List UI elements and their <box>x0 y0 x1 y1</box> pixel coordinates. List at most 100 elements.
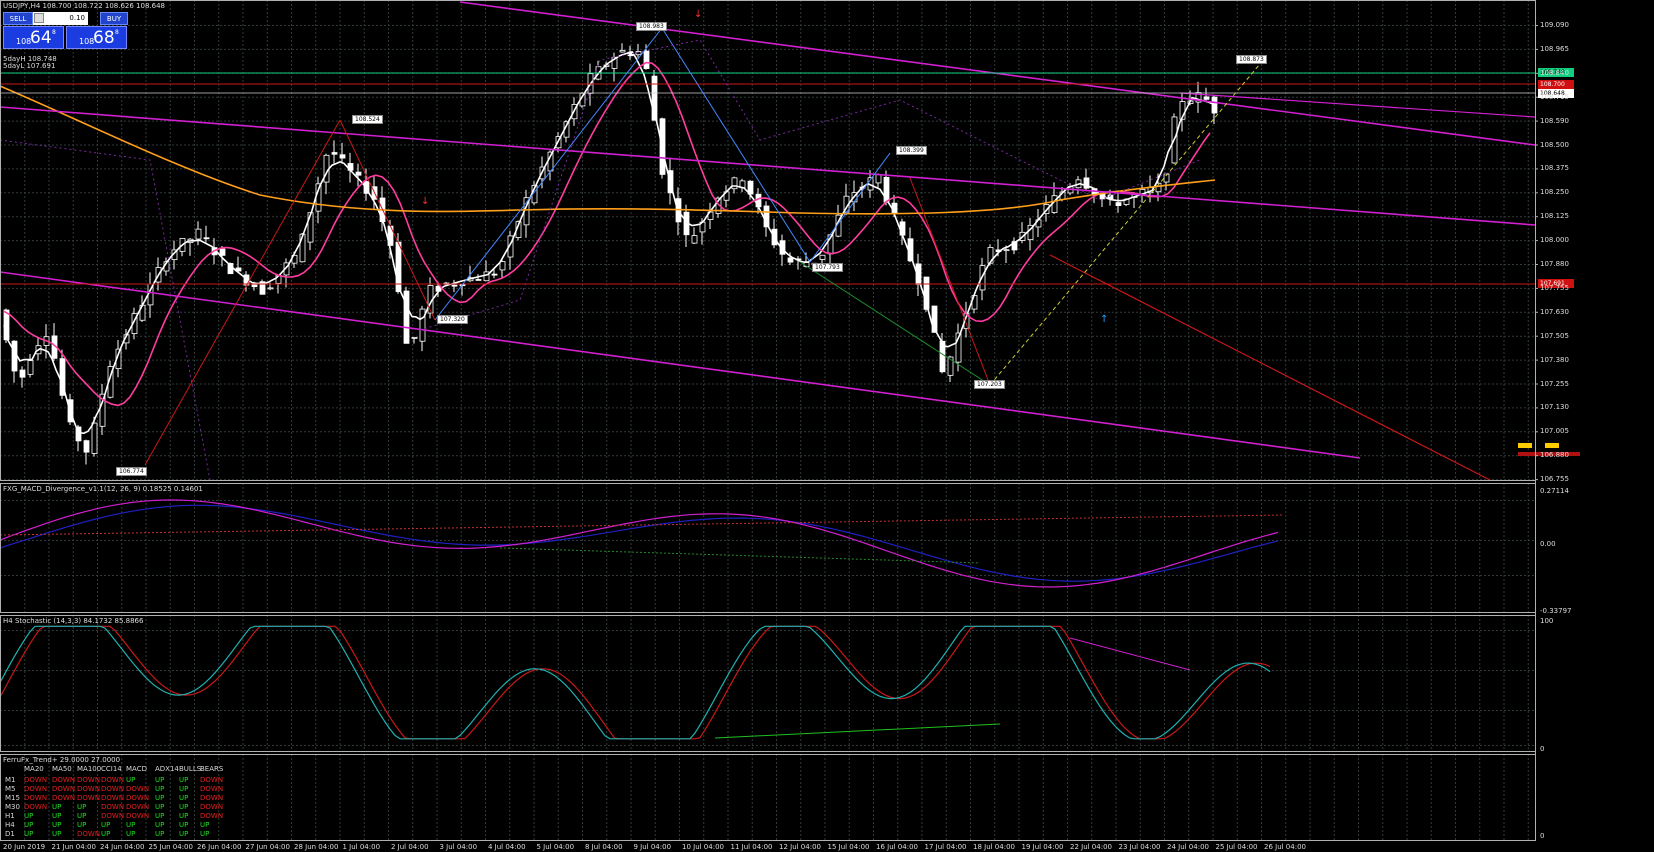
trendline-magenta-4 <box>1179 92 1536 118</box>
trend-cell: UP <box>52 812 62 820</box>
trend-cell: UP <box>200 830 210 838</box>
candle-body <box>259 281 266 295</box>
ma-pink-line <box>3 61 1211 407</box>
candle-body <box>939 340 946 373</box>
trend-cell: UP <box>179 794 189 802</box>
time-tick-label: 1 Jul 04:00 <box>342 843 381 851</box>
time-tick-label: 25 Jun 04:00 <box>148 843 193 851</box>
time-tick-label: 17 Jul 04:00 <box>924 843 967 851</box>
candle-body <box>611 56 618 69</box>
price-tick-label: 108.000 <box>1540 236 1569 245</box>
macd-pane[interactable] <box>0 499 1283 588</box>
sell-price-big: 64 <box>30 28 52 48</box>
trend-cell: UP <box>179 821 189 829</box>
trend-header: ADX14 <box>155 765 179 773</box>
trend-cell: DOWN <box>200 794 224 802</box>
candle-body <box>1011 241 1018 251</box>
price-pane[interactable]: ↓ ↓ ↑ <box>0 1 1580 481</box>
time-tick-label: 3 Jul 04:00 <box>439 843 478 851</box>
macd-divergence-line <box>499 547 981 564</box>
trend-cell: UP <box>155 794 165 802</box>
candle-body <box>475 279 482 281</box>
trend-cell: UP <box>24 821 34 829</box>
price-tick-label: 107.505 <box>1540 331 1569 340</box>
price-label-green: 108.748 <box>1538 68 1574 77</box>
candle-body <box>691 235 698 244</box>
trend-cell: UP <box>77 812 87 820</box>
trend-cell: DOWN <box>77 785 101 793</box>
trend-cell: DOWN <box>52 794 76 802</box>
zigzag-red-1 <box>144 119 341 466</box>
trend-cell: DOWN <box>52 776 76 784</box>
chart-title: USDJPY,H4 108.700 108.722 108.626 108.64… <box>3 2 165 10</box>
candle-body <box>219 248 226 256</box>
trend-timeframe: M15 <box>5 794 20 802</box>
buy-price-box[interactable]: 108 68 8 <box>66 26 127 49</box>
price-tag: 106.774 <box>116 467 147 476</box>
sell-price-box[interactable]: 108 64 8 <box>3 26 64 49</box>
trend-cell: DOWN <box>77 776 101 784</box>
signal-bar <box>1518 452 1580 456</box>
candle-body <box>1003 249 1010 252</box>
trend-cell: DOWN <box>126 803 150 811</box>
trend-cell: DOWN <box>126 785 150 793</box>
buy-button[interactable]: BUY <box>100 12 128 25</box>
price-tick-label: 109.090 <box>1540 21 1569 29</box>
pane-border-2 <box>0 615 1536 752</box>
price-label-low: 107.691 <box>1538 279 1574 288</box>
stochastic-pane[interactable] <box>0 625 1271 740</box>
price-tick-label: 108.840 <box>1540 68 1569 77</box>
time-tick-label: 2 Jul 04:00 <box>391 843 429 851</box>
five-day-low: 5dayL 107.691 <box>3 62 56 70</box>
candle-body <box>3 309 10 341</box>
buy-arrow-icon: ↑ <box>1100 314 1108 325</box>
trend-cell: UP <box>179 812 189 820</box>
time-tick-label: 5 Jul 04:00 <box>536 843 575 851</box>
price-tick-label: 107.880 <box>1540 260 1569 268</box>
zigzag-blue-2 <box>661 27 811 263</box>
trend-header: MA50 <box>52 765 72 773</box>
macd-divergence-line <box>0 514 1283 536</box>
price-tick-label: 106.880 <box>1540 451 1569 460</box>
candle-body <box>787 257 794 263</box>
trend-cell: UP <box>179 776 189 784</box>
macd-title: FXG_MACD_Divergence_v1.1(12, 26, 9) 0.18… <box>3 485 203 493</box>
time-tick-label: 12 Jul 04:00 <box>779 843 821 851</box>
lot-size-input[interactable]: 0.10 <box>33 12 88 25</box>
price-tag: 108.873 <box>1236 55 1267 64</box>
candle-body <box>339 154 346 159</box>
stochastic-title: H4 Stochastic (14,3,3) 84.1732 85.8866 <box>3 617 144 625</box>
time-tick-label: 8 Jul 04:00 <box>585 843 623 851</box>
candle-body <box>491 273 498 276</box>
price-tick-label: 108.250 <box>1540 188 1569 197</box>
lot-dropdown-icon[interactable] <box>34 13 44 23</box>
time-tick-label: 23 Jul 04:00 <box>1118 843 1161 851</box>
signal-bar <box>1518 443 1532 448</box>
time-tick-label: 19 Jul 04:00 <box>1021 843 1064 851</box>
price-tag: 108.399 <box>896 146 927 155</box>
sell-button[interactable]: SELL <box>3 12 33 25</box>
price-tag: 107.320 <box>437 315 468 324</box>
zigzag-red-3 <box>909 177 991 386</box>
time-tick-label: 4 Jul 04:00 <box>488 843 526 851</box>
candle-body <box>27 360 34 375</box>
trend-timeframe: M1 <box>5 776 16 784</box>
candle-body <box>1155 182 1162 193</box>
candle-body <box>83 440 90 453</box>
time-tick-label: 27 Jun 04:00 <box>245 843 290 851</box>
trend-cell: UP <box>200 821 210 829</box>
trend-cell: UP <box>155 830 165 838</box>
candle-body <box>19 369 26 378</box>
ma-white-line <box>3 50 1213 435</box>
candle-body <box>355 171 362 176</box>
trend-timeframe: H4 <box>5 821 15 829</box>
candle-body <box>75 426 82 442</box>
candle-body <box>643 50 650 69</box>
trend-timeframe: M30 <box>5 803 20 811</box>
trend-cell: DOWN <box>200 812 224 820</box>
trend-cell: DOWN <box>52 785 76 793</box>
trend-cell: UP <box>52 803 62 811</box>
trend-cell: DOWN <box>77 794 101 802</box>
zigzag-red-2 <box>339 119 436 321</box>
